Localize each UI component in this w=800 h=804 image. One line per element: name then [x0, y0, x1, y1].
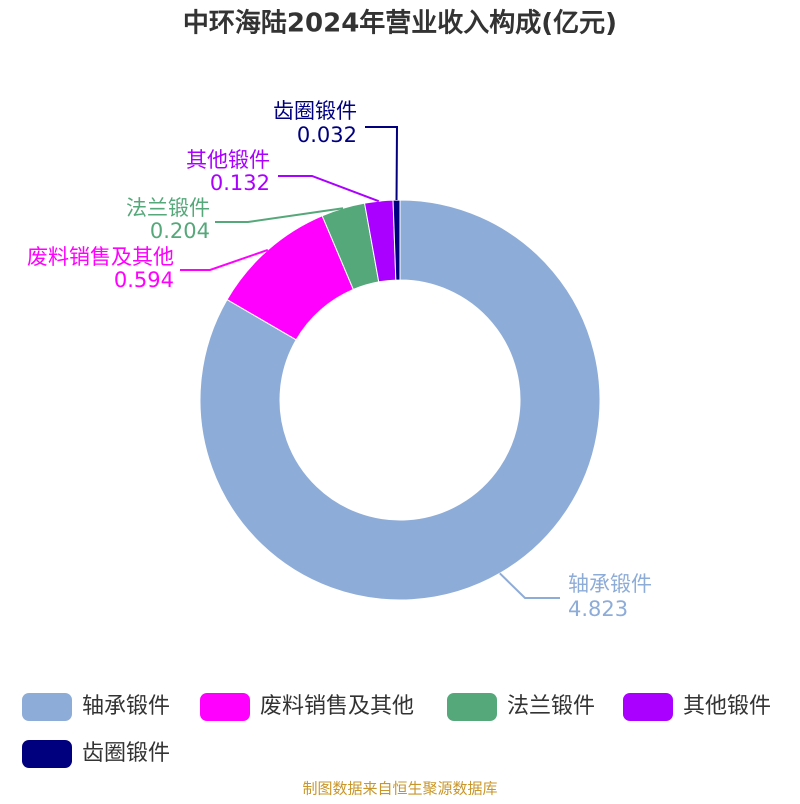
legend-swatch — [200, 693, 250, 721]
leader-line — [215, 207, 344, 223]
slice-label: 轴承锻件 — [568, 572, 652, 596]
leader-line — [180, 248, 269, 271]
slice-label: 废料销售及其他 — [27, 245, 174, 269]
legend-swatch — [447, 693, 497, 721]
donut-slice — [392, 199, 401, 281]
legend-swatch — [22, 740, 72, 768]
value-label: 0.204 — [150, 219, 210, 243]
legend-swatch — [623, 693, 673, 721]
leader-line — [365, 126, 399, 201]
value-label: 0.594 — [114, 268, 174, 292]
legend-label: 废料销售及其他 — [260, 694, 414, 719]
legend-label: 其他锻件 — [683, 694, 771, 719]
value-label: 0.132 — [210, 171, 270, 195]
legend-swatch — [22, 693, 72, 721]
source-note: 制图数据来自恒生聚源数据库 — [302, 780, 497, 798]
slice-label: 其他锻件 — [186, 148, 270, 172]
leader-line — [278, 175, 380, 203]
slice-label: 齿圈锻件 — [273, 99, 357, 123]
leader-line — [499, 572, 560, 599]
donut-slice — [199, 199, 601, 601]
chart-title: 中环海陆2024年营业收入构成(亿元) — [183, 8, 617, 39]
value-label: 4.823 — [568, 597, 628, 621]
slice-label: 法兰锻件 — [126, 196, 210, 220]
legend-label: 法兰锻件 — [507, 694, 595, 719]
legend-label: 轴承锻件 — [82, 694, 170, 719]
legend-label: 齿圈锻件 — [82, 741, 170, 766]
value-label: 0.032 — [297, 123, 357, 147]
